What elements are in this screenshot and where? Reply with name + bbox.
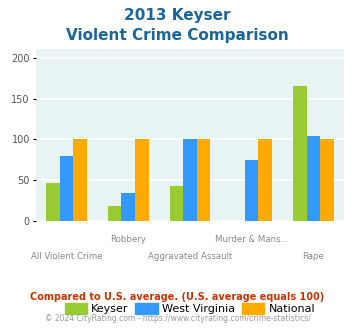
Bar	[258, 139, 272, 221]
Text: Murder & Mans...: Murder & Mans...	[215, 235, 289, 244]
Text: Aggravated Assault: Aggravated Assault	[148, 252, 232, 261]
Text: Robbery: Robbery	[110, 235, 146, 244]
Bar	[293, 86, 307, 221]
Bar	[197, 139, 210, 221]
Text: All Violent Crime: All Violent Crime	[31, 252, 102, 261]
Text: Compared to U.S. average. (U.S. average equals 100): Compared to U.S. average. (U.S. average …	[31, 292, 324, 302]
Bar	[73, 139, 87, 221]
Bar	[170, 186, 183, 221]
Text: © 2024 CityRating.com - https://www.cityrating.com/crime-statistics/: © 2024 CityRating.com - https://www.city…	[45, 314, 310, 323]
Bar	[183, 139, 197, 221]
Bar	[46, 183, 60, 221]
Legend: Keyser, West Virginia, National: Keyser, West Virginia, National	[60, 299, 320, 319]
Text: Violent Crime Comparison: Violent Crime Comparison	[66, 28, 289, 43]
Bar	[307, 136, 320, 221]
Bar	[135, 139, 148, 221]
Bar	[121, 193, 135, 221]
Bar	[245, 160, 258, 221]
Bar	[320, 139, 334, 221]
Bar	[108, 206, 121, 221]
Text: 2013 Keyser: 2013 Keyser	[124, 8, 231, 23]
Bar	[60, 156, 73, 221]
Text: Rape: Rape	[302, 252, 324, 261]
